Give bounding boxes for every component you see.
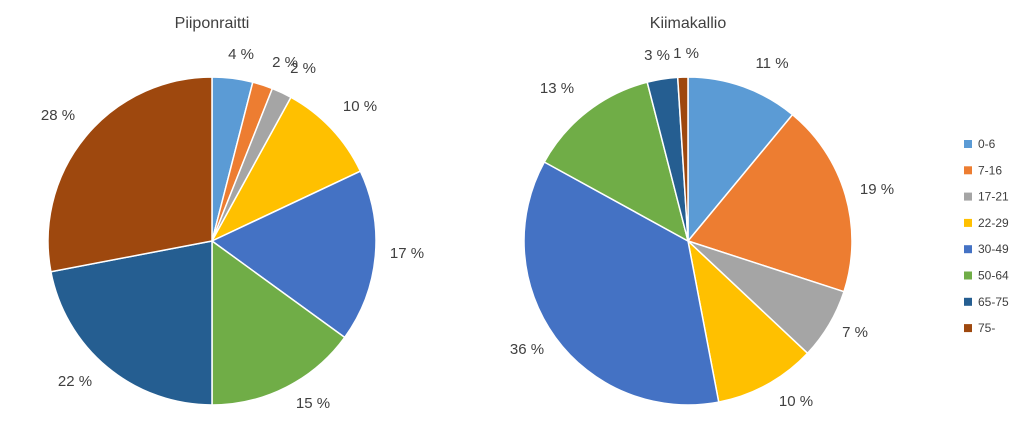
data-label-kiimakallio-75-: 1 % [673, 45, 699, 62]
legend: 0-6 7-16 17-21 22-29 30-49 50-64 65-75 75- [964, 137, 1009, 335]
chart-title-kiimakallio: Kiimakallio [650, 15, 727, 32]
legend-label-7-16: 7-16 [978, 163, 1002, 177]
data-label-kiimakallio-7-16: 19 % [860, 181, 894, 198]
legend-swatch-7-16 [964, 166, 972, 175]
pie-slice-kiimakallio-0-6 [687, 76, 794, 244]
legend-label-17-21: 17-21 [978, 190, 1009, 204]
data-label-piiponraitti-0-6: 4 % [228, 46, 254, 63]
data-label-piiponraitti-17-21: 2 % [290, 60, 316, 77]
legend-label-22-29: 22-29 [978, 216, 1009, 230]
legend-swatch-30-49 [964, 245, 972, 254]
data-label-piiponraitti-30-49: 17 % [390, 245, 424, 262]
legend-label-65-75: 65-75 [978, 295, 1009, 309]
data-label-piiponraitti-65-75: 22 % [58, 373, 92, 390]
pie-slice-kiimakallio-7-16 [686, 113, 853, 293]
pie-slice-kiimakallio-50-64 [543, 81, 690, 243]
legend-swatch-22-29 [964, 218, 972, 227]
legend-swatch-0-6 [964, 140, 972, 148]
legend-label-30-49: 30-49 [978, 242, 1009, 256]
pie-slice-piiponraitti-50-64 [211, 239, 346, 406]
legend-swatch-50-64 [964, 271, 972, 280]
legend-swatch-75- [964, 324, 972, 333]
pie-slice-piiponraitti-30-49 [210, 170, 377, 339]
pie-slice-piiponraitti-65-75 [50, 240, 213, 406]
data-label-kiimakallio-65-75: 3 % [644, 47, 670, 64]
data-label-piiponraitti-22-29: 10 % [343, 98, 377, 115]
pie-slice-piiponraitti-22-29 [210, 96, 362, 243]
pie-slice-kiimakallio-30-49 [523, 160, 720, 406]
data-label-kiimakallio-0-6: 11 % [755, 55, 788, 72]
legend-label-0-6: 0-6 [978, 137, 996, 151]
data-label-piiponraitti-50-64: 15 % [296, 395, 330, 412]
data-label-kiimakallio-17-21: 7 % [842, 324, 868, 341]
legend-swatch-17-21 [964, 192, 972, 201]
pie-slice-piiponraitti-75- [47, 76, 213, 273]
data-label-kiimakallio-30-49: 36 % [510, 341, 544, 358]
data-label-piiponraitti-7-16: 2 % [272, 54, 298, 71]
pie-piiponraitti: 4 % 2 %2 % 10 % 17 % 15 % 22 % 28 % [41, 46, 424, 412]
data-label-kiimakallio-22-29: 10 % [779, 393, 813, 410]
chart-title-piiponraitti: Piiponraitti [175, 15, 250, 32]
data-label-piiponraitti-75-: 28 % [41, 107, 75, 124]
data-label-kiimakallio-50-64: 13 % [540, 80, 574, 97]
pie-slice-kiimakallio-75- [676, 76, 689, 242]
legend-swatch-65-75 [964, 297, 972, 306]
pie-kiimakallio: 11 % 19 % 7 % 10 % 36 % 13 % 3 % 1 % [510, 45, 894, 410]
legend-label-75-: 75- [978, 321, 995, 335]
legend-label-50-64: 50-64 [978, 269, 1009, 283]
pie-slice-kiimakallio-22-29 [686, 238, 809, 403]
